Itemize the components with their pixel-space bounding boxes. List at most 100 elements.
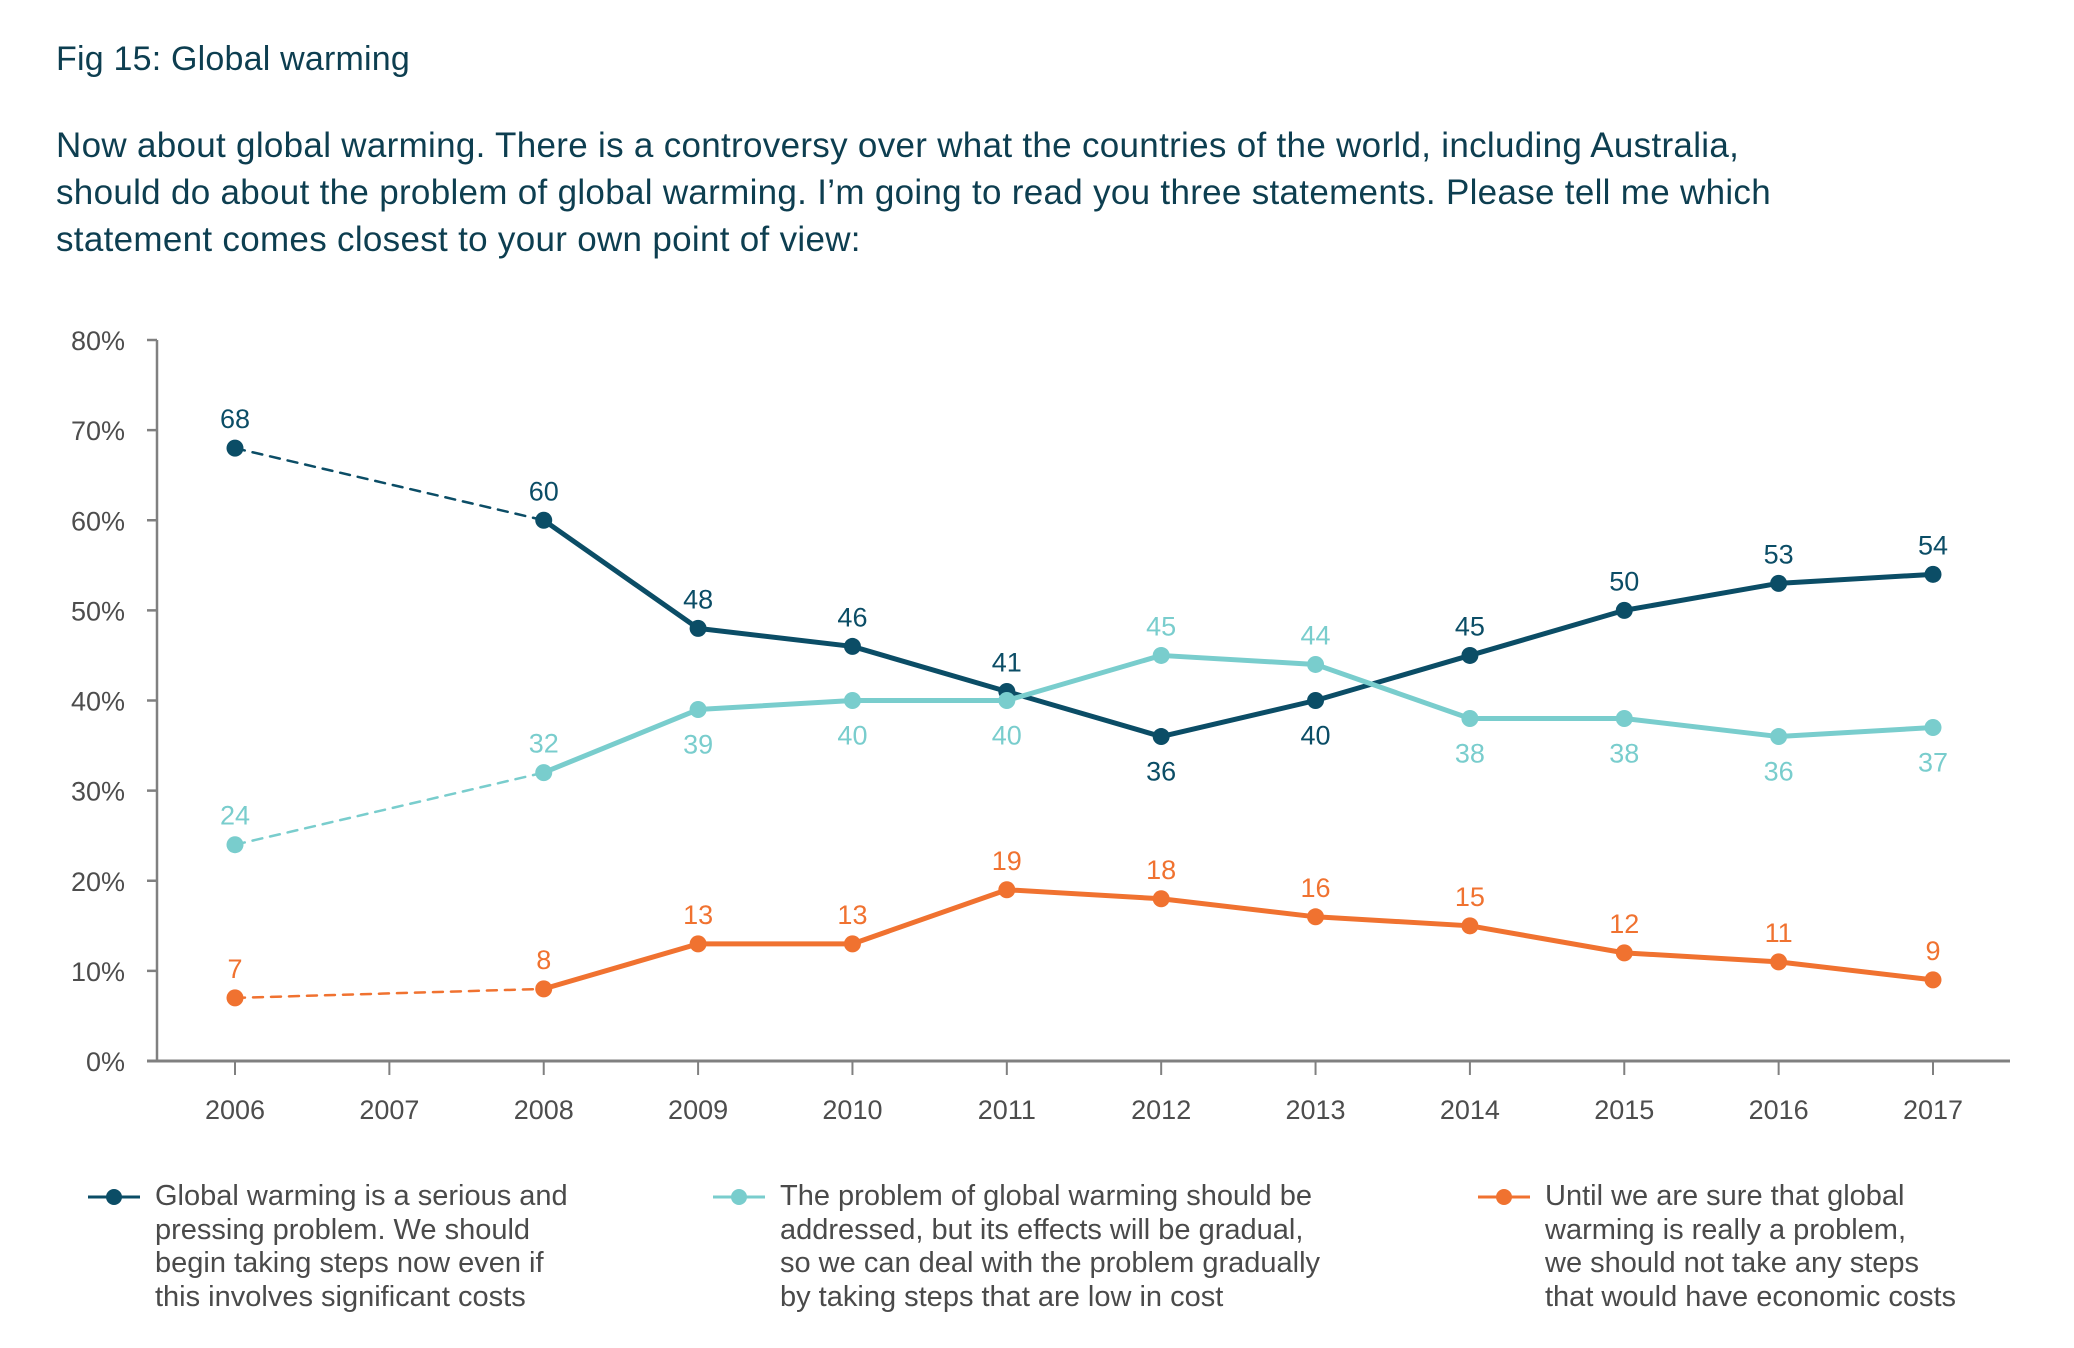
data-label: 38 bbox=[1609, 739, 1639, 769]
series-segment bbox=[1467, 923, 1627, 956]
data-label: 37 bbox=[1918, 748, 1948, 778]
x-tick-label: 2016 bbox=[1749, 1095, 1809, 1125]
legend-text-line: so we can deal with the problem graduall… bbox=[780, 1247, 1321, 1279]
data-label: 13 bbox=[837, 900, 867, 930]
survey-question: Now about global warming. There is a con… bbox=[56, 122, 2046, 263]
legend-text-line: addressed, but its effects will be gradu… bbox=[780, 1213, 1304, 1246]
data-point bbox=[226, 836, 244, 854]
data-point bbox=[535, 511, 553, 529]
series-layer bbox=[226, 439, 1942, 1007]
legend-text-line: pressing problem. We should bbox=[155, 1213, 531, 1246]
data-label: 16 bbox=[1301, 873, 1331, 903]
data-point bbox=[1770, 574, 1788, 592]
question-line: Now about global warming. There is a con… bbox=[56, 126, 1740, 165]
y-tick-label: 0% bbox=[86, 1047, 125, 1077]
series-segment bbox=[541, 941, 701, 992]
series-segment bbox=[1776, 725, 1936, 740]
legend-text-line: that would have economic costs bbox=[1545, 1280, 1957, 1313]
data-point bbox=[1152, 646, 1170, 664]
data-label: 50 bbox=[1609, 566, 1639, 596]
data-point bbox=[1770, 953, 1788, 971]
legend-text-line: we should not take any steps bbox=[1545, 1247, 1920, 1279]
question-line: statement comes closest to your own poin… bbox=[56, 220, 861, 259]
series-segment bbox=[1621, 950, 1782, 965]
series-segment bbox=[695, 625, 855, 649]
figure-title: Fig 15: Global warming bbox=[56, 40, 410, 78]
data-point bbox=[843, 692, 861, 709]
data-label: 7 bbox=[227, 954, 242, 984]
series-segment bbox=[1004, 652, 1164, 703]
value-labels: 68 60 48 46 41 36 40 45 50 53 54 24 32 39 40 40 45 44 38 38… bbox=[220, 404, 1948, 984]
data-label: 48 bbox=[683, 584, 713, 614]
series-segment bbox=[1158, 896, 1319, 920]
data-point bbox=[1615, 710, 1633, 728]
x-tick-label: 2007 bbox=[359, 1095, 419, 1125]
legend-text-line: warming is really a problem, bbox=[1545, 1213, 1907, 1246]
data-point bbox=[689, 935, 707, 953]
legend-text-line: The problem of global warming should be bbox=[780, 1180, 1312, 1212]
y-tick-label: 30% bbox=[71, 777, 125, 807]
data-point bbox=[1307, 908, 1325, 926]
data-label: 40 bbox=[837, 721, 867, 751]
legend-text-line: by taking steps that are low in cost bbox=[780, 1280, 1224, 1313]
data-label: 45 bbox=[1455, 611, 1485, 641]
data-point bbox=[226, 989, 244, 1007]
question-line: should do about the problem of global wa… bbox=[56, 173, 1771, 212]
data-point bbox=[1152, 728, 1170, 746]
data-point bbox=[226, 439, 244, 457]
x-tick-label: 2017 bbox=[1903, 1095, 1963, 1125]
series-segment bbox=[1467, 607, 1627, 658]
data-label: 11 bbox=[1765, 918, 1793, 948]
y-tick-label: 80% bbox=[71, 326, 125, 356]
data-label: 12 bbox=[1609, 909, 1639, 939]
data-point bbox=[1307, 655, 1325, 673]
series-segment bbox=[1158, 698, 1319, 740]
series-segment bbox=[1004, 887, 1164, 902]
data-label: 36 bbox=[1764, 757, 1794, 787]
data-label: 53 bbox=[1764, 539, 1794, 569]
legend-text-line: this involves significant costs bbox=[155, 1280, 526, 1313]
legend-marker-icon bbox=[713, 1189, 765, 1205]
axes: 0% 10% 20% 30% 40% 50% 60% 70% 80% 2006 2007 2008 20… bbox=[71, 326, 2010, 1125]
data-label: 40 bbox=[992, 721, 1022, 751]
x-tick-label: 2008 bbox=[514, 1095, 574, 1125]
series-segment-dashed bbox=[233, 446, 545, 522]
series-segment bbox=[1313, 661, 1473, 722]
series-segment bbox=[849, 887, 1010, 947]
x-tick-label: 2014 bbox=[1440, 1095, 1500, 1125]
series-segment bbox=[1313, 914, 1473, 929]
data-point bbox=[1307, 692, 1325, 709]
y-tick-label: 50% bbox=[71, 596, 125, 626]
data-label: 18 bbox=[1146, 855, 1176, 885]
x-tick-label: 2011 bbox=[978, 1095, 1036, 1125]
data-point bbox=[1461, 917, 1479, 935]
data-point bbox=[1615, 601, 1633, 619]
data-label: 60 bbox=[529, 476, 559, 506]
series-segment bbox=[541, 707, 701, 776]
data-point bbox=[843, 637, 861, 655]
data-point bbox=[1924, 565, 1942, 583]
data-point bbox=[1615, 944, 1633, 962]
x-tick-label: 2015 bbox=[1594, 1095, 1654, 1125]
legend-text-line: begin taking steps now even if bbox=[155, 1247, 544, 1279]
data-label: 15 bbox=[1455, 882, 1485, 912]
data-label: 9 bbox=[1925, 936, 1940, 966]
data-point bbox=[1152, 890, 1170, 908]
data-label: 46 bbox=[837, 602, 867, 632]
legend-text-line: Until we are sure that global bbox=[1545, 1180, 1905, 1212]
line-chart: 0% 10% 20% 30% 40% 50% 60% 70% 80% 2006 2007 2008 20… bbox=[71, 326, 2010, 1125]
data-point bbox=[1924, 971, 1942, 989]
data-label: 45 bbox=[1146, 611, 1176, 641]
data-point bbox=[535, 980, 553, 998]
y-tick-label: 70% bbox=[71, 416, 125, 446]
y-tick-label: 60% bbox=[71, 506, 125, 536]
data-label: 54 bbox=[1918, 530, 1948, 560]
y-tick-label: 40% bbox=[71, 687, 125, 717]
data-point bbox=[1770, 728, 1788, 746]
data-label: 32 bbox=[529, 729, 559, 759]
series-segment bbox=[1776, 959, 1936, 983]
series-segment bbox=[1621, 580, 1782, 613]
data-label: 24 bbox=[220, 801, 250, 831]
data-label: 8 bbox=[536, 945, 551, 975]
y-tick-label: 10% bbox=[71, 957, 125, 987]
